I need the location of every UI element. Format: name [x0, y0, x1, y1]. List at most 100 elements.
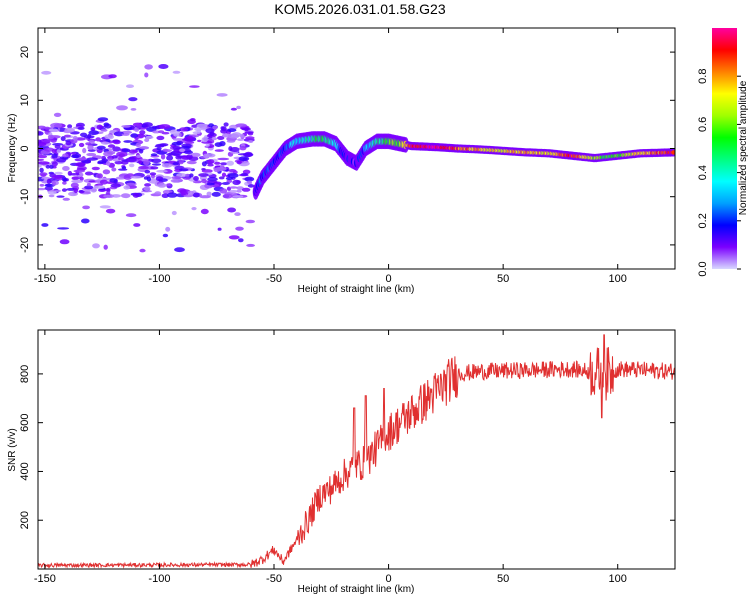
spectrogram-noise-cell [234, 212, 241, 217]
spectrogram-noise-cell [62, 153, 69, 158]
spectrogram-noise-cell [183, 194, 193, 198]
spectrogram-noise-cell [38, 142, 47, 146]
spectrogram-noise-cell [208, 123, 215, 128]
colorbar: 0.0 0.2 0.4 0.6 0.8 Normalized spectral ampl… [697, 28, 749, 277]
spectrogram-noise-cell [151, 158, 162, 164]
spectrogram-noise-cell [97, 117, 109, 122]
spectrogram-noise-cell [219, 188, 228, 194]
spectrogram-noise-cell [67, 170, 73, 176]
spectrogram-noise-cell [96, 145, 106, 150]
spectrogram-noise-cell [121, 148, 131, 153]
colorbar-ticks: 0.0 0.2 0.4 0.6 0.8 [697, 69, 741, 277]
spectrogram-x-tick-label: -150 [34, 273, 56, 285]
spectrogram-noise-cell [136, 154, 141, 158]
colorbar-tick-label: 0.6 [697, 117, 709, 132]
spectrogram-noise-cell [227, 128, 237, 133]
spectrogram-noise-cell [52, 181, 57, 186]
spectrogram-noise-cell [171, 141, 182, 146]
spectrogram-noise-cell [248, 140, 254, 143]
spectrogram-noise-cell [172, 162, 179, 166]
spectrogram-noise-cell [121, 125, 131, 128]
colorbar-tick-label: 0.0 [697, 261, 709, 276]
spectrogram-noise-cell [201, 168, 206, 171]
spectrogram-noise-cell [170, 129, 176, 133]
spectrogram-noise-cell [179, 127, 189, 132]
spectrogram-noise-cell [116, 105, 128, 111]
snr-y-ticks: 200 400 600 800 [19, 365, 675, 529]
spectrogram-noise-cell [221, 172, 227, 178]
spectrogram-noise-cell [217, 157, 230, 161]
snr-y-tick-label: 800 [19, 365, 31, 383]
spectrogram-noise-cell [221, 133, 232, 138]
spectrogram-noise-cell [53, 112, 62, 117]
colorbar-tick-label: 0.2 [697, 213, 709, 228]
spectrogram-noise-cell [242, 152, 254, 157]
spectrogram-noise-cell [178, 159, 184, 165]
spectrogram-noise-cell [191, 207, 197, 211]
spectrogram-noise-cell [145, 135, 154, 139]
spectrogram-y-ticks: -20 -10 0 10 20 [19, 46, 675, 253]
spectrogram-noise-cell [91, 127, 96, 131]
spectrogram-xlabel: Height of straight line (km) [298, 284, 415, 295]
spectrogram-noise-cell [211, 137, 217, 141]
spectrogram-noise-cell [128, 97, 138, 102]
spectrogram-noise-cell [84, 185, 94, 190]
spectrogram-noise-cell [64, 127, 75, 133]
spectrogram-noise-cell [48, 128, 59, 133]
spectrogram-noise-cell [103, 194, 113, 198]
spectrogram-noise-cell [152, 130, 161, 134]
spectrogram-noise-cell [171, 176, 182, 180]
spectrogram-noise-cell [221, 182, 230, 185]
spectrogram-noise-cell [230, 107, 237, 111]
spectrogram-noise-cell [86, 152, 97, 157]
spectrogram-x-tick-label: -50 [266, 273, 282, 285]
spectrogram-noise-cell [82, 147, 87, 154]
spectrogram-noise-cell [54, 144, 61, 149]
spectrogram-noise-cell [130, 108, 137, 111]
spectrogram-noise-cell [57, 227, 70, 230]
snr-y-tick-label: 200 [19, 511, 31, 529]
spectrogram-noise-cell [199, 195, 212, 199]
spectrogram-noise-cell [99, 205, 111, 209]
spectrogram-noise-cell [245, 136, 255, 140]
spectrogram-noise-cell [91, 166, 100, 171]
spectrogram-noise-cell [196, 123, 208, 129]
spectrogram-noise-cell [244, 131, 254, 134]
spectrogram-noise-cell [223, 122, 229, 127]
spectrogram-noise-cell [142, 122, 153, 128]
spectrogram-noise-cell [144, 169, 151, 174]
spectrogram-noise-cell [206, 182, 215, 186]
spectrogram-noise-cell [213, 167, 221, 173]
spectrogram-noise-cell [216, 93, 228, 97]
spectrogram-noise-cell [54, 189, 61, 193]
spectrogram-noise-cell [110, 183, 122, 188]
spectrogram-noise-cell [143, 186, 151, 192]
spectrogram-noise-cell [82, 205, 90, 210]
spectrogram-noise-cell [38, 158, 45, 162]
colorbar-gradient [712, 28, 737, 269]
spectrogram-noise-cell [170, 178, 182, 183]
spectrogram-noise-cell [39, 167, 44, 173]
spectrogram-noise-cell [51, 161, 58, 167]
spectrogram-noise-cell [84, 171, 94, 176]
spectrogram-y-tick-label: 20 [19, 46, 31, 58]
spectrogram-noise-cell [54, 171, 63, 175]
spectrogram-noise-cell [81, 218, 90, 224]
spectrogram-plot-area [38, 28, 675, 269]
spectrogram-noise-cell [111, 194, 122, 198]
spectrogram-noise-cell [246, 180, 252, 184]
spectrogram-noise-cell [211, 191, 221, 197]
spectrogram-noise-cell [102, 169, 111, 175]
spectrogram-noise-cell [139, 248, 146, 253]
spectrogram-noise-cell [108, 74, 117, 79]
spectrogram-noise-cell [183, 177, 191, 180]
spectrogram-noise-cell [48, 194, 55, 198]
spectrogram-noise-cell [206, 191, 212, 197]
spectrogram-noise-cell [183, 150, 193, 155]
spectrogram-noise-cell [158, 64, 169, 69]
spectrogram-noise-cell [197, 139, 202, 143]
spectrogram-noise-cell [207, 176, 218, 182]
spectrogram-noise-cell [136, 133, 145, 138]
